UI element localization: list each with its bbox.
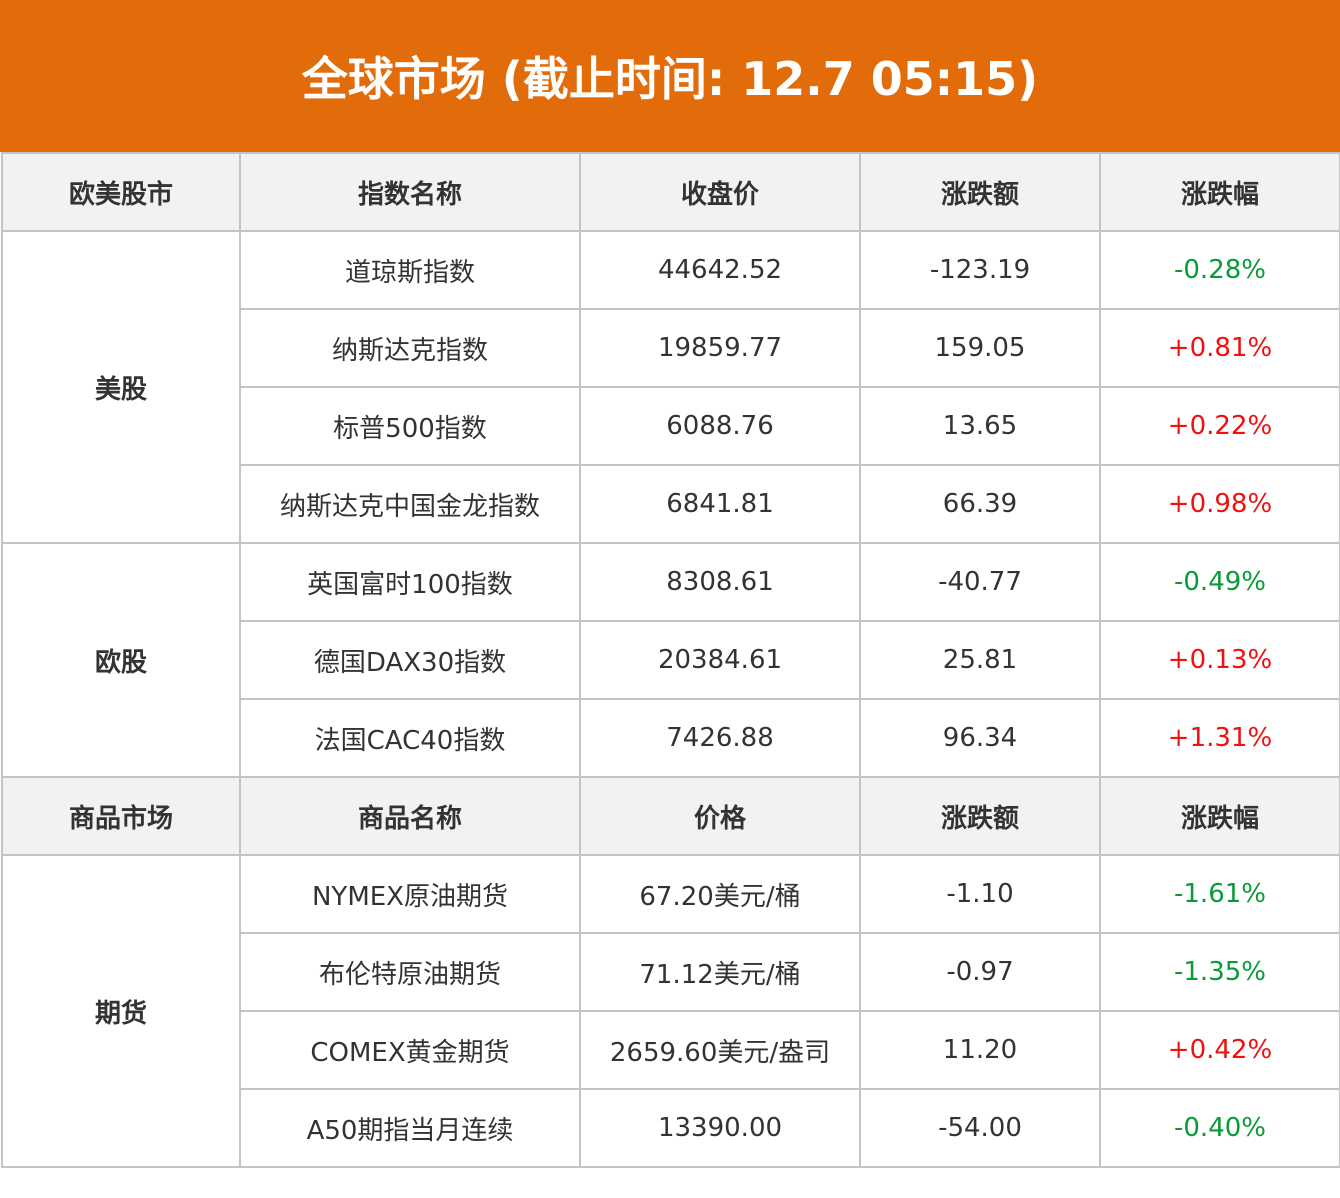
price-cell: 44642.52 bbox=[579, 230, 861, 310]
table-row: 期货 NYMEX原油期货 67.20美元/桶 -1.10 -1.61% bbox=[1, 854, 1340, 1168]
change-cell: 96.34 bbox=[859, 698, 1101, 778]
percent-change-cell: +1.31% bbox=[1099, 698, 1340, 778]
change-cell: 13.65 bbox=[859, 386, 1101, 466]
instrument-name: 纳斯达克指数 bbox=[239, 308, 581, 388]
instrument-name: COMEX黄金期货 bbox=[239, 1010, 581, 1090]
percent-change-cell: -0.49% bbox=[1099, 542, 1340, 622]
column-header: 收盘价 bbox=[579, 152, 861, 232]
group-label: 欧股 bbox=[1, 542, 241, 778]
change-cell: -123.19 bbox=[859, 230, 1101, 310]
column-header: 欧美股市 bbox=[1, 152, 241, 232]
price-cell: 71.12美元/桶 bbox=[579, 932, 861, 1012]
instrument-name: 标普500指数 bbox=[239, 386, 581, 466]
price-cell: 13390.00 bbox=[579, 1088, 861, 1168]
change-cell: -0.97 bbox=[859, 932, 1101, 1012]
percent-change-cell: +0.42% bbox=[1099, 1010, 1340, 1090]
table-row: 标普500指数 6088.76 13.65 +0.22% bbox=[2, 386, 1340, 466]
percent-change-cell: +0.22% bbox=[1099, 386, 1340, 466]
instrument-name: 英国富时100指数 bbox=[239, 542, 581, 622]
change-cell: -54.00 bbox=[859, 1088, 1101, 1168]
percent-change-cell: -1.35% bbox=[1099, 932, 1340, 1012]
price-cell: 7426.88 bbox=[579, 698, 861, 778]
table-row: 德国DAX30指数 20384.61 25.81 +0.13% bbox=[2, 620, 1340, 700]
column-header: 商品名称 bbox=[239, 776, 581, 856]
column-header: 涨跌额 bbox=[859, 152, 1101, 232]
price-cell: 20384.61 bbox=[579, 620, 861, 700]
table-row: 纳斯达克中国金龙指数 6841.81 66.39 +0.98% bbox=[2, 464, 1340, 544]
change-cell: 159.05 bbox=[859, 308, 1101, 388]
page-title: 全球市场 (截止时间: 12.7 05:15) bbox=[0, 0, 1340, 152]
table-row: COMEX黄金期货 2659.60美元/盎司 11.20 +0.42% bbox=[2, 1010, 1340, 1090]
price-cell: 6841.81 bbox=[579, 464, 861, 544]
column-header: 涨跌幅 bbox=[1099, 152, 1340, 232]
group-label: 期货 bbox=[1, 854, 241, 1168]
group-label: 美股 bbox=[1, 230, 241, 544]
percent-change-cell: -0.28% bbox=[1099, 230, 1340, 310]
table-row: A50期指当月连续 13390.00 -54.00 -0.40% bbox=[2, 1088, 1340, 1168]
price-cell: 67.20美元/桶 bbox=[579, 854, 861, 934]
instrument-name: 道琼斯指数 bbox=[239, 230, 581, 310]
table-row: 纳斯达克指数 19859.77 159.05 +0.81% bbox=[2, 308, 1340, 388]
instrument-name: 纳斯达克中国金龙指数 bbox=[239, 464, 581, 544]
instrument-name: 德国DAX30指数 bbox=[239, 620, 581, 700]
market-table: 欧美股市 指数名称 收盘价 涨跌额 涨跌幅 美股 道琼斯指数 44642.52 -123.19-… bbox=[1, 152, 1340, 1168]
percent-change-cell: -0.40% bbox=[1099, 1088, 1340, 1168]
instrument-name: NYMEX原油期货 bbox=[239, 854, 581, 934]
change-cell: -40.77 bbox=[859, 542, 1101, 622]
column-header: 涨跌幅 bbox=[1099, 776, 1340, 856]
price-cell: 2659.60美元/盎司 bbox=[579, 1010, 861, 1090]
commodities-header-row: 商品市场 商品名称 价格 涨跌额 涨跌幅 bbox=[1, 776, 1340, 856]
instrument-name: A50期指当月连续 bbox=[239, 1088, 581, 1168]
column-header: 价格 bbox=[579, 776, 861, 856]
percent-change-cell: -1.61% bbox=[1099, 854, 1340, 934]
price-cell: 19859.77 bbox=[579, 308, 861, 388]
stocks-header-row: 欧美股市 指数名称 收盘价 涨跌额 涨跌幅 bbox=[1, 152, 1340, 232]
instrument-name: 布伦特原油期货 bbox=[239, 932, 581, 1012]
column-header: 指数名称 bbox=[239, 152, 581, 232]
table-row: 布伦特原油期货 71.12美元/桶 -0.97 -1.35% bbox=[2, 932, 1340, 1012]
percent-change-cell: +0.13% bbox=[1099, 620, 1340, 700]
change-cell: 66.39 bbox=[859, 464, 1101, 544]
price-cell: 6088.76 bbox=[579, 386, 861, 466]
change-cell: 11.20 bbox=[859, 1010, 1101, 1090]
table-row: 美股 道琼斯指数 44642.52 -123.19 -0.28% bbox=[1, 230, 1340, 544]
table-row: 欧股 英国富时100指数 8308.61 -40.77 -0.49% bbox=[1, 542, 1340, 778]
column-header: 涨跌额 bbox=[859, 776, 1101, 856]
change-cell: 25.81 bbox=[859, 620, 1101, 700]
column-header: 商品市场 bbox=[1, 776, 241, 856]
percent-change-cell: +0.98% bbox=[1099, 464, 1340, 544]
table-row: 法国CAC40指数 7426.88 96.34 +1.31% bbox=[2, 698, 1340, 778]
percent-change-cell: +0.81% bbox=[1099, 308, 1340, 388]
price-cell: 8308.61 bbox=[579, 542, 861, 622]
instrument-name: 法国CAC40指数 bbox=[239, 698, 581, 778]
change-cell: -1.10 bbox=[859, 854, 1101, 934]
